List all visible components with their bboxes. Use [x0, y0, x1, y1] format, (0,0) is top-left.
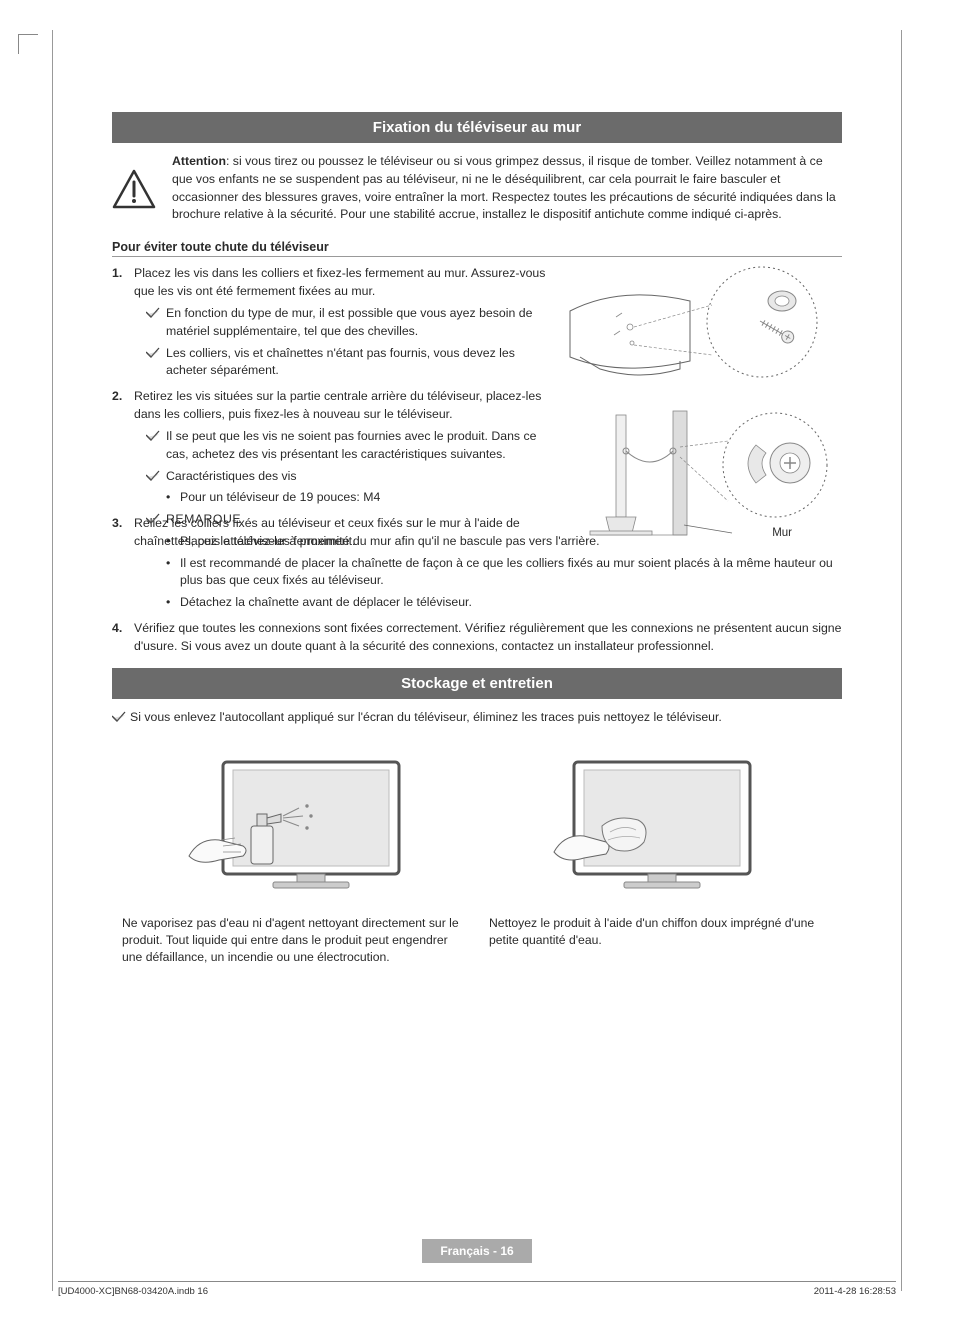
bullet-item: Placez le téléviseur à proximité du mur … [166, 533, 842, 551]
note-item: Les colliers, vis et chaînettes n'étant … [134, 345, 548, 381]
note-text: En fonction du type de mur, il est possi… [166, 306, 532, 338]
diagram-top [560, 265, 842, 395]
storage-row: Ne vaporisez pas d'eau ni d'agent nettoy… [112, 741, 842, 966]
storage-left: Ne vaporisez pas d'eau ni d'agent nettoy… [122, 741, 465, 966]
note-icon [146, 429, 160, 447]
storage-intro-text: Si vous enlevez l'autocollant appliqué s… [130, 710, 722, 724]
note-remarque: REMARQUE [134, 511, 842, 529]
note-icon [112, 710, 126, 728]
attention-label: Attention [172, 154, 226, 168]
step-4: 4. Vérifiez que toutes les connexions so… [112, 620, 842, 656]
storage-caption-left: Ne vaporisez pas d'eau ni d'agent nettoy… [122, 915, 465, 966]
warning-icon [112, 169, 156, 214]
step-3-continued: REMARQUE Placez le téléviseur à proximit… [112, 511, 842, 612]
note-icon [146, 469, 160, 487]
step-number: 1. [112, 265, 122, 283]
note-icon [146, 346, 160, 364]
note-item: En fonction du type de mur, il est possi… [134, 305, 548, 341]
step-2: 2. Retirez les vis situées sur la partie… [112, 388, 548, 507]
note-item: Caractéristiques des vis [134, 468, 548, 486]
storage-intro: Si vous enlevez l'autocollant appliqué s… [112, 709, 842, 727]
note-text: Il se peut que les vis ne soient pas fou… [166, 429, 537, 461]
crop-mark [18, 34, 38, 54]
document-footer: [UD4000-XC]BN68-03420A.indb 16 2011-4-28… [58, 1281, 896, 1297]
attention-text: Attention: si vous tirez ou poussez le t… [172, 153, 842, 224]
section-header-fixation: Fixation du téléviseur au mur [112, 112, 842, 143]
subheading-prevent-fall: Pour éviter toute chute du téléviseur [112, 240, 842, 257]
page-number-badge: Français - 16 [422, 1239, 531, 1263]
bullet-item: Détachez la chaînette avant de déplacer … [166, 594, 842, 612]
note-icon [146, 306, 160, 324]
storage-caption-right: Nettoyez le produit à l'aide d'un chiffo… [489, 915, 832, 949]
bullet-item: Il est recommandé de placer la chaînette… [166, 555, 842, 591]
doc-filename: [UD4000-XC]BN68-03420A.indb 16 [58, 1286, 208, 1297]
note-icon [146, 512, 160, 530]
page-footer: Français - 16 [0, 1239, 954, 1263]
step-1: 1. Placez les vis dans les colliers et f… [112, 265, 548, 380]
step-text: Retirez les vis situées sur la partie ce… [134, 389, 541, 421]
attention-body: : si vous tirez ou poussez le téléviseur… [172, 154, 836, 221]
doc-timestamp: 2011-4-28 16:28:53 [814, 1286, 896, 1297]
step-number: 4. [112, 620, 122, 638]
step-text: Vérifiez que toutes les connexions sont … [134, 621, 841, 653]
storage-right: Nettoyez le produit à l'aide d'un chiffo… [489, 741, 832, 966]
remarque-label: REMARQUE [166, 512, 241, 526]
trim-line-right [901, 30, 902, 1291]
storage-illustration-spray [122, 741, 465, 905]
step-number: 2. [112, 388, 122, 406]
note-item: Il se peut que les vis ne soient pas fou… [134, 428, 548, 464]
section-header-storage: Stockage et entretien [112, 668, 842, 699]
bullet-item: Pour un téléviseur de 19 pouces: M4 [166, 489, 548, 507]
attention-block: Attention: si vous tirez ou poussez le t… [112, 153, 842, 224]
note-text: Caractéristiques des vis [166, 469, 297, 483]
step-text: Placez les vis dans les colliers et fixe… [134, 266, 545, 298]
note-text: Les colliers, vis et chaînettes n'étant … [166, 346, 515, 378]
trim-line-left [52, 30, 53, 1291]
page-content: Fixation du téléviseur au mur Attention:… [112, 112, 842, 1261]
storage-illustration-cloth [489, 741, 832, 905]
